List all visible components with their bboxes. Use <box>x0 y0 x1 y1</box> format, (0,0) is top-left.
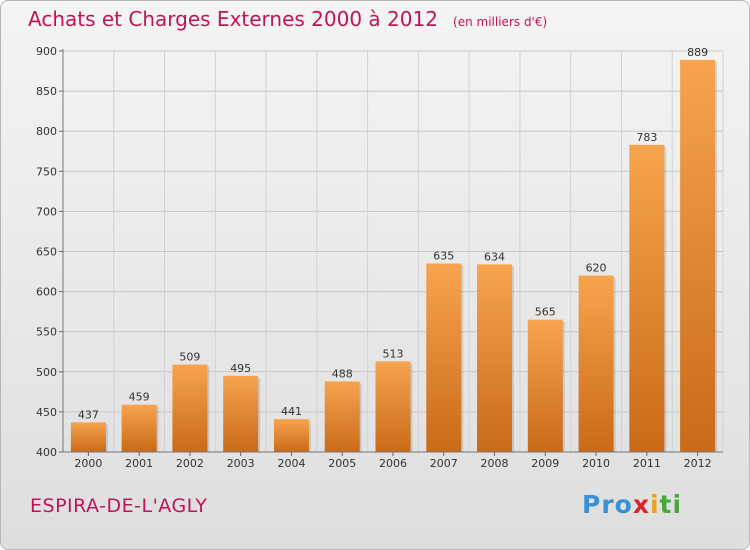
y-tick-label: 500 <box>36 366 57 379</box>
y-tick-label: 900 <box>36 45 57 58</box>
bar <box>223 375 259 452</box>
y-tick-label: 600 <box>36 286 57 299</box>
bars: 437 459 509 495 441 488 513 635 634 565 620 783 889 <box>70 46 718 453</box>
bar <box>70 422 106 452</box>
y-tick-label: 700 <box>36 205 57 218</box>
brand-part-4: ti <box>659 490 683 519</box>
y-tick-label: 400 <box>36 446 57 459</box>
bar <box>527 319 563 452</box>
y-tick-label: 800 <box>36 125 57 138</box>
bar <box>629 144 665 453</box>
bar <box>477 264 513 452</box>
brand-part-1: Pro <box>582 490 633 519</box>
bar-value-label: 488 <box>332 367 353 380</box>
bar-value-label: 565 <box>535 306 556 319</box>
y-tick-label: 450 <box>36 406 57 419</box>
bar <box>121 404 157 452</box>
bar-value-label: 635 <box>433 250 454 263</box>
x-tick-label: 2000 <box>74 457 102 470</box>
x-tick-label: 2003 <box>227 457 255 470</box>
bar <box>426 263 462 452</box>
commune-name: ESPIRA-DE-L'AGLY <box>30 495 208 517</box>
chart-title: Achats et Charges Externes 2000 à 2012 <box>28 7 438 31</box>
bar <box>172 364 208 452</box>
bar-value-label: 441 <box>281 405 302 418</box>
x-tick-label: 2009 <box>531 457 559 470</box>
bar <box>375 361 411 452</box>
y-tick-label: 750 <box>36 165 57 178</box>
x-tick-label: 2011 <box>633 457 661 470</box>
x-tick-label: 2001 <box>125 457 153 470</box>
axes: 400 450 500 550 600 650 700 750 800 850 900 2000 200… <box>36 45 723 470</box>
bar-value-label: 513 <box>383 347 404 360</box>
x-tick-label: 2004 <box>277 457 305 470</box>
bar <box>578 275 614 452</box>
brand-part-3: i <box>649 490 660 519</box>
bar-value-label: 459 <box>129 391 150 404</box>
chart-subtitle: (en milliers d'€) <box>453 15 548 29</box>
bar-value-label: 495 <box>230 362 251 375</box>
x-tick-label: 2006 <box>379 457 407 470</box>
bar-value-label: 634 <box>484 250 505 263</box>
bar-value-label: 509 <box>179 351 200 364</box>
bar-value-label: 889 <box>687 46 708 59</box>
brand-logo: Proxiti <box>582 490 682 519</box>
chart-title-block: Achats et Charges Externes 2000 à 2012 (… <box>28 7 547 31</box>
bar-value-label: 783 <box>636 131 657 144</box>
y-tick-label: 850 <box>36 85 57 98</box>
x-tick-label: 2010 <box>582 457 610 470</box>
bar-value-label: 437 <box>78 408 99 421</box>
x-tick-label: 2007 <box>430 457 458 470</box>
x-tick-label: 2005 <box>328 457 356 470</box>
x-tick-label: 2012 <box>684 457 712 470</box>
bar <box>324 381 360 452</box>
y-tick-label: 650 <box>36 246 57 259</box>
x-tick-label: 2002 <box>176 457 204 470</box>
bar-value-label: 620 <box>586 262 607 275</box>
x-tick-label: 2008 <box>481 457 509 470</box>
bar <box>680 59 716 453</box>
y-tick-label: 550 <box>36 326 57 339</box>
brand-part-2: x <box>632 490 650 519</box>
bar <box>273 419 309 452</box>
